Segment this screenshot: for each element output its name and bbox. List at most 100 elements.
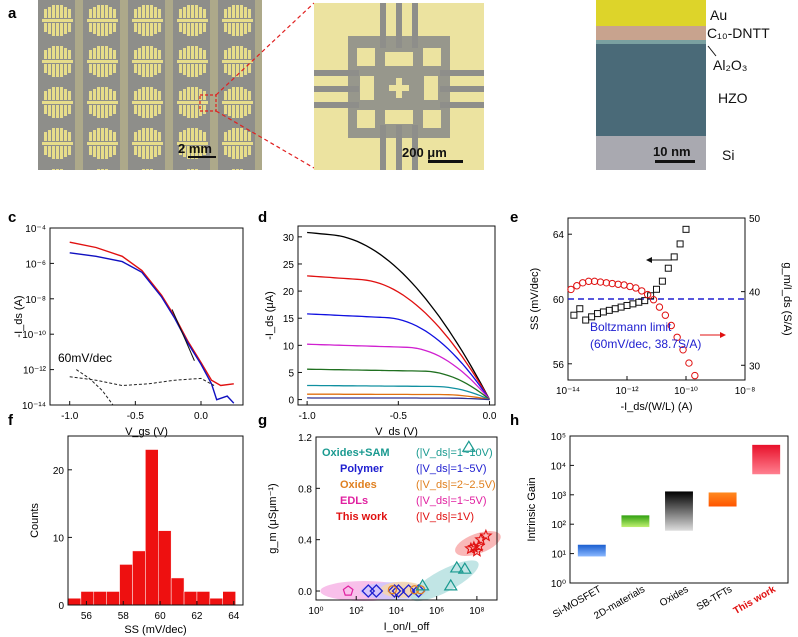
d-series-5 bbox=[307, 384, 490, 401]
c-ytick-label: 10⁻⁶ bbox=[25, 259, 46, 270]
g-polymer-point bbox=[369, 584, 384, 598]
c-ytick-label: 10⁻¹⁴ bbox=[22, 401, 46, 412]
f-frame bbox=[67, 435, 244, 606]
e-gm-point bbox=[579, 279, 587, 287]
g-ytick-label: 1.2 bbox=[298, 433, 312, 444]
chart-e: 10⁻¹⁴ 10⁻¹² 10⁻¹⁰ 10⁻⁸ 56 60 64 30 40 50 Boltzmann… bbox=[529, 214, 793, 413]
c-ytick-label: 10⁻¹² bbox=[23, 366, 47, 377]
g-xtick-label: 10⁰ bbox=[308, 606, 323, 617]
f-ytick-label: 20 bbox=[53, 466, 65, 477]
g-ytick-label: 0.4 bbox=[298, 536, 312, 547]
h-ylabel: Intrinsic Gain bbox=[526, 477, 538, 541]
f-bar bbox=[106, 591, 120, 606]
panel-a-micrograph-left: 2 mm bbox=[38, 0, 262, 170]
h-category-label: Oxides bbox=[658, 584, 690, 609]
e-annotation-line2: (60mV/dec, 38.7S/A) bbox=[590, 337, 701, 351]
scale-label-b: 10 nm bbox=[653, 144, 691, 159]
e-ss-point bbox=[570, 311, 578, 319]
e-ytick-label: 64 bbox=[553, 230, 565, 241]
g-legend-name: EDLs bbox=[340, 495, 368, 507]
zoom-line-top bbox=[215, 2, 315, 96]
g-polymer-point bbox=[391, 584, 406, 598]
e-gm-point bbox=[673, 333, 681, 341]
e-ss-point bbox=[664, 264, 672, 272]
e-gm-point bbox=[685, 359, 693, 367]
e-gm-point bbox=[614, 280, 622, 288]
f-xtick-label: 60 bbox=[155, 611, 167, 622]
layer-arrow bbox=[707, 45, 717, 57]
chart-f: 56 58 60 62 64 0 10 20 Counts SS (mV/dec) bbox=[29, 435, 244, 636]
h-bar-3 bbox=[708, 492, 737, 507]
d-ytick-label: 25 bbox=[283, 260, 295, 271]
e-gm-point bbox=[667, 321, 675, 330]
panel-label-a: a bbox=[8, 5, 17, 22]
f-bar bbox=[145, 449, 159, 606]
g-oxides-point bbox=[387, 585, 398, 595]
h-bar-0 bbox=[577, 544, 606, 557]
e-ss-point bbox=[676, 240, 684, 248]
h-bar-2 bbox=[665, 491, 693, 531]
h-category-label: This work bbox=[732, 584, 778, 617]
f-bar bbox=[119, 564, 133, 606]
e-gm-point bbox=[632, 284, 640, 292]
g-legend-name: Oxides+SAM bbox=[322, 447, 390, 459]
d-xtick-label: -1.0 bbox=[299, 411, 317, 422]
g-xtick-label: 10⁶ bbox=[429, 606, 444, 617]
e-gm-point bbox=[679, 346, 687, 354]
e-gm-point bbox=[620, 281, 628, 289]
e-ylabel: SS (mV/dec) bbox=[529, 268, 541, 330]
d-series-7 bbox=[307, 397, 490, 401]
g-legend-range: (|V_ds|=1~10V) bbox=[416, 447, 493, 459]
f-bar bbox=[209, 597, 223, 606]
g-legend-range: (|V_ds|=1~5V) bbox=[416, 495, 487, 507]
c-series-3 bbox=[76, 369, 114, 406]
f-bar bbox=[80, 591, 95, 606]
f-xlabel: SS (mV/dec) bbox=[124, 624, 186, 636]
f-bar bbox=[196, 591, 211, 606]
d-frame bbox=[297, 225, 496, 406]
d-series-3 bbox=[307, 343, 490, 401]
g-edl-point bbox=[342, 585, 354, 596]
d-ytick-label: 30 bbox=[283, 233, 295, 244]
e-ss-point bbox=[670, 253, 678, 261]
g-ylabel: g_m (μSμm⁻¹) bbox=[267, 483, 279, 553]
g-ytick-label: 0.0 bbox=[298, 587, 312, 598]
f-bar bbox=[93, 591, 107, 606]
h-ytick-label: 10⁴ bbox=[551, 461, 566, 472]
layer-label-dntt: C₁₀-DNTT bbox=[707, 25, 770, 41]
c-series-2 bbox=[69, 376, 215, 387]
e-ss-point bbox=[653, 285, 660, 293]
e-xlabel: -I_ds/(W/L) (A) bbox=[620, 401, 692, 413]
e-ylabel-right: g_m/I_ds (S/A) bbox=[781, 262, 793, 335]
d-series-6 bbox=[307, 393, 490, 401]
e-gm-point bbox=[661, 311, 670, 319]
e-ytick-label: 60 bbox=[553, 295, 565, 306]
f-xtick-label: 56 bbox=[81, 611, 93, 622]
e-ss-point bbox=[623, 301, 631, 309]
e-ss-point bbox=[682, 225, 690, 233]
e-gm-point bbox=[655, 303, 664, 311]
panel-label-g: g bbox=[258, 412, 267, 429]
f-ylabel: Counts bbox=[29, 503, 41, 538]
g-polymer-point bbox=[401, 584, 416, 598]
e-gm-point bbox=[643, 290, 652, 299]
e-y2tick-label: 30 bbox=[749, 361, 761, 372]
g-legend-range: (|V_ds|=2~2.5V) bbox=[416, 479, 496, 491]
f-bar bbox=[158, 530, 172, 606]
h-ytick-label: 10¹ bbox=[552, 550, 567, 561]
g-thiswork-point bbox=[479, 528, 493, 542]
g-legend-name: Oxides bbox=[340, 479, 377, 491]
e-ss-point bbox=[576, 305, 584, 313]
f-ytick-label: 0 bbox=[58, 601, 64, 612]
d-ylabel: -I_ds (μA) bbox=[264, 291, 276, 340]
g-sam-point bbox=[443, 578, 458, 591]
f-xtick-label: 58 bbox=[118, 611, 130, 622]
panel-b-cross-section: 10 nm Au C₁₀-DNTT Al₂O₃ HZO Si bbox=[596, 0, 770, 170]
d-xtick-label: -0.5 bbox=[390, 411, 408, 422]
e-ytick-label: 56 bbox=[553, 360, 565, 371]
g-sam-point bbox=[461, 440, 476, 452]
g-xtick-label: 10⁴ bbox=[389, 606, 404, 617]
g-legend-name: This work bbox=[336, 511, 388, 523]
d-ytick-label: 15 bbox=[283, 314, 295, 325]
c-frame bbox=[49, 227, 244, 406]
